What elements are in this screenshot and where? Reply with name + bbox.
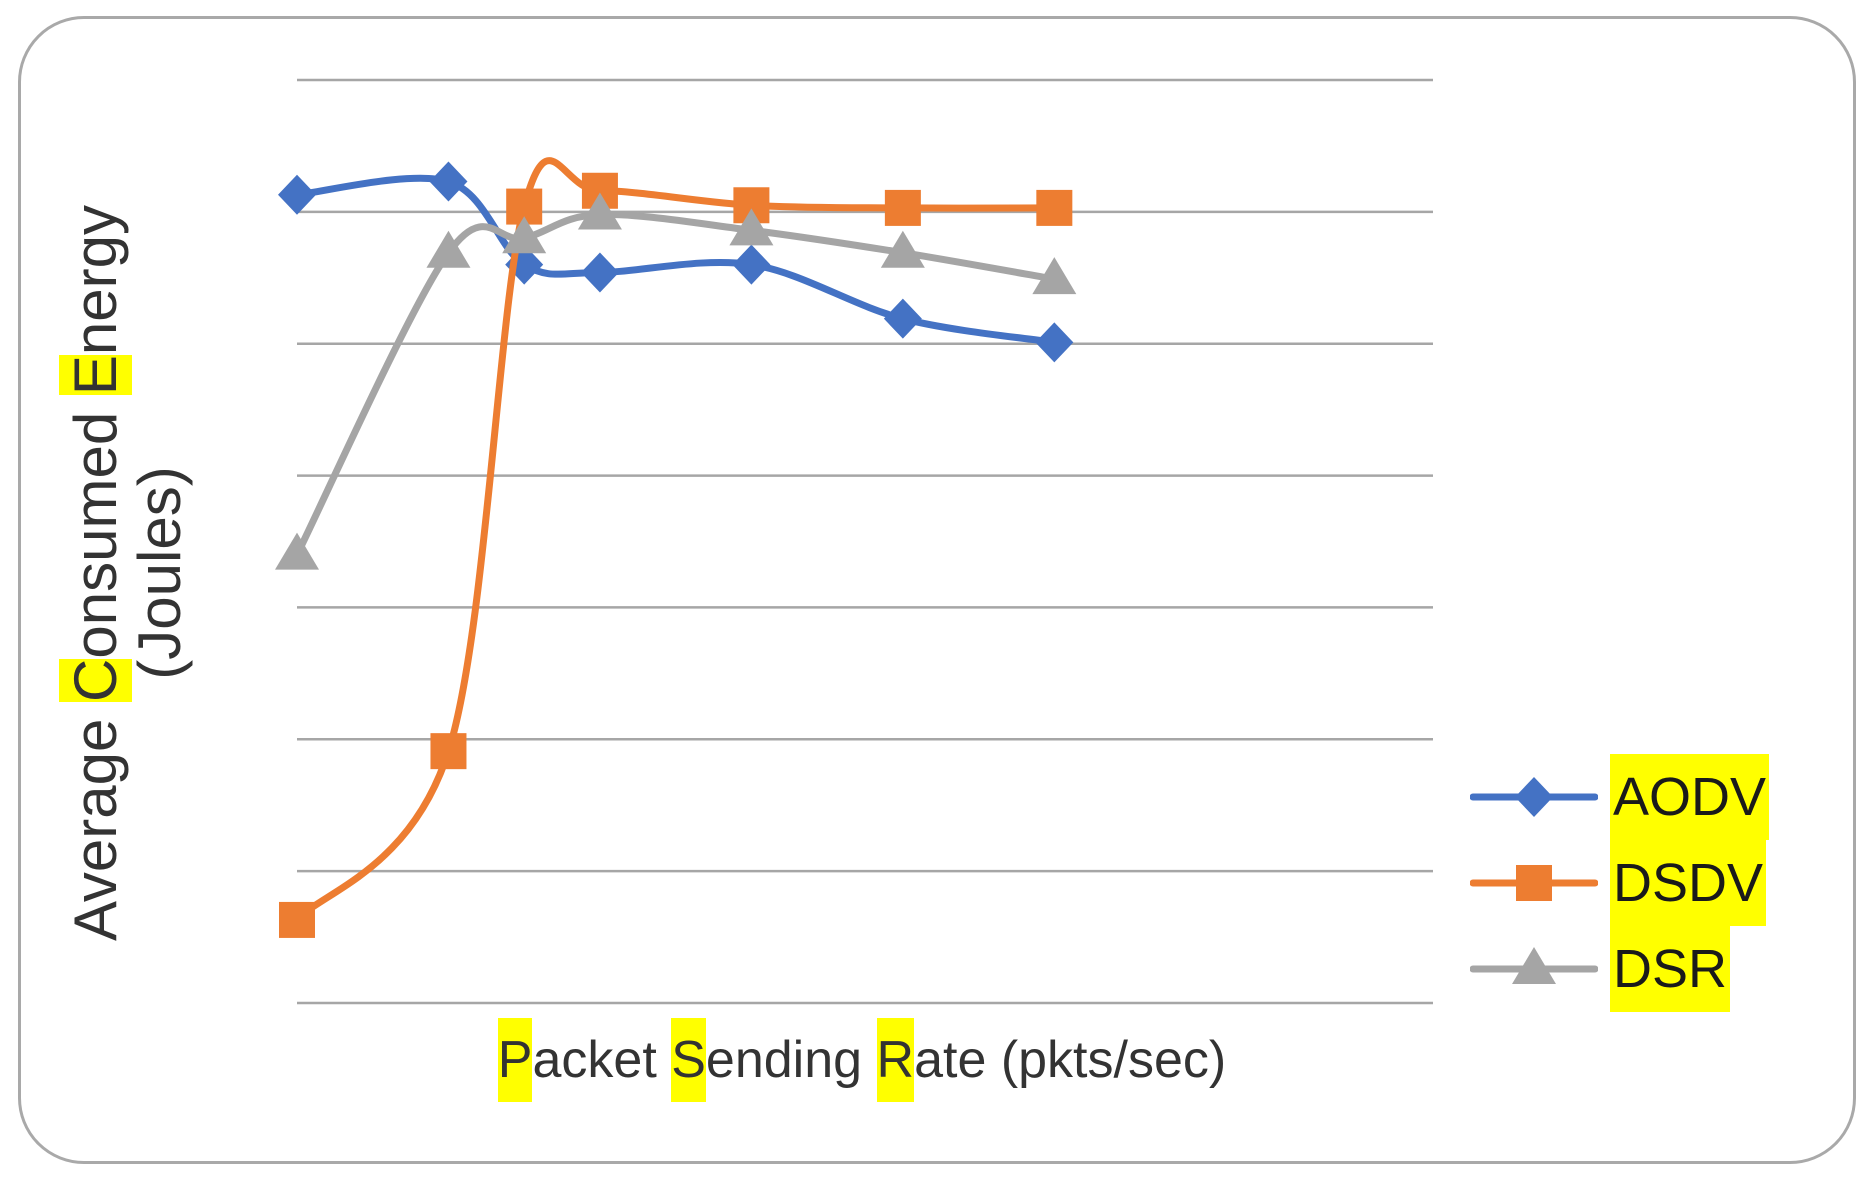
dsr-point-marker (502, 216, 547, 254)
dsr-point-marker (426, 230, 471, 268)
dsdv-point-marker (884, 189, 921, 226)
highlighted-letter: E (59, 355, 132, 396)
y-axis-title: Average Consumed Energy (Joules) (59, 178, 193, 968)
dsr-series (275, 192, 1077, 570)
legend-key-dsdv (1470, 865, 1598, 901)
dsdv-point-marker (1036, 189, 1073, 226)
aodv-series (278, 161, 1074, 363)
dsdv-line (293, 157, 1058, 924)
legend-label-aodv: AODV (1610, 754, 1770, 840)
dsdv-series (279, 157, 1073, 938)
aodv-point-marker (732, 244, 771, 285)
chart-frame (18, 16, 1856, 1164)
aodv-point-marker (883, 298, 922, 339)
legend-key-dsr (1470, 947, 1598, 984)
legend-label-dsdv: DSDV (1610, 840, 1767, 926)
dsdv-point-marker (430, 733, 467, 770)
dsdv-point-marker (279, 901, 315, 938)
dsr-point-marker (577, 192, 622, 230)
aodv-point-marker (1035, 322, 1074, 363)
legend-item-dsdv: DSDV (1470, 840, 1769, 926)
aodv-point-marker (278, 174, 316, 215)
gridlines (297, 78, 1433, 1005)
highlighted-letter: C (59, 658, 132, 702)
aodv-point-marker (429, 161, 468, 202)
x-axis-title: Packet Sending Rate (pkts/sec) (362, 1018, 1362, 1102)
legend-marker-dsr (1512, 947, 1556, 984)
series-layer (275, 157, 1077, 938)
dsr-point-marker (880, 230, 925, 268)
dsr-point-marker (729, 208, 774, 246)
highlighted-letter: S (671, 1018, 706, 1102)
highlighted-letter: R (876, 1018, 915, 1102)
aodv-point-marker (580, 252, 619, 293)
legend-label-dsr: DSR (1610, 926, 1731, 1012)
legend-marker-aodv (1515, 777, 1553, 817)
legend: AODV DSDV DSR (1470, 754, 1770, 1012)
dsr-point-marker (275, 532, 319, 570)
highlighted-letter: P (497, 1018, 533, 1102)
legend-item-dsr: DSR (1470, 926, 1769, 1012)
legend-item-aodv: AODV (1470, 754, 1770, 840)
legend-key-aodv (1470, 777, 1598, 817)
legend-marker-dsdv (1516, 865, 1552, 901)
dsr-point-marker (1032, 257, 1077, 295)
